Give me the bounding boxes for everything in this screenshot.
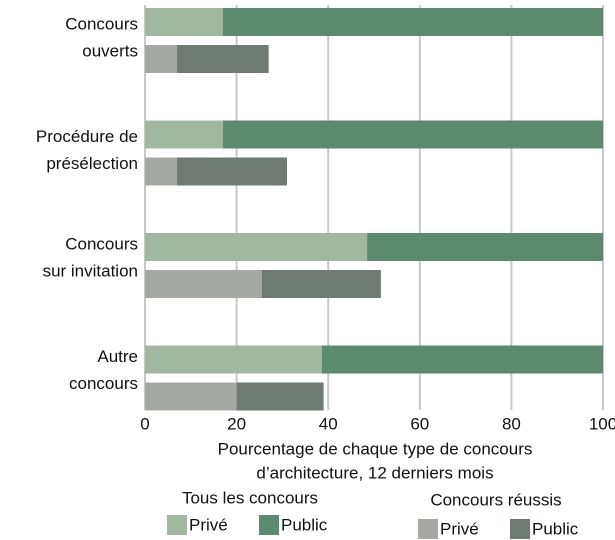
category-label: ouverts xyxy=(82,41,138,60)
x-tick-label: 80 xyxy=(502,414,521,433)
category-label: présélection xyxy=(46,154,138,173)
legend-label: Public xyxy=(532,519,579,538)
x-tick-label: 20 xyxy=(227,414,246,433)
bar xyxy=(145,233,368,261)
legend-swatch xyxy=(167,515,187,535)
bar xyxy=(145,345,322,374)
category-label: Procédure de xyxy=(36,127,138,146)
legend-title: Concours réussis xyxy=(430,490,561,509)
legend-title: Tous les concours xyxy=(182,488,318,507)
legend-swatch xyxy=(259,515,279,535)
bar xyxy=(177,157,287,186)
legend-swatch xyxy=(418,519,438,539)
legend-label: Public xyxy=(281,515,328,534)
category-label: sur invitation xyxy=(43,261,138,280)
bar xyxy=(145,157,178,186)
legend-label: Privé xyxy=(440,519,479,538)
bar xyxy=(145,382,237,411)
x-axis-title: Pourcentage de chaque type de concours xyxy=(218,439,533,458)
bar xyxy=(145,8,223,36)
x-tick-label: 40 xyxy=(319,414,338,433)
legend-swatch xyxy=(510,519,530,539)
bar xyxy=(145,120,223,149)
bar xyxy=(145,270,262,298)
x-axis-title: d’architecture, 12 derniers mois xyxy=(256,463,493,482)
legend-label: Privé xyxy=(189,515,228,534)
category-label: concours xyxy=(69,374,138,393)
bar xyxy=(261,270,381,298)
category-label: Concours xyxy=(65,234,138,253)
bar xyxy=(222,120,604,149)
bar xyxy=(367,233,603,261)
category-label: Concours xyxy=(65,14,138,33)
bar xyxy=(222,8,604,36)
x-tick-label: 60 xyxy=(410,414,429,433)
bar xyxy=(177,45,269,73)
bar xyxy=(236,382,324,411)
bar xyxy=(321,345,603,374)
bar xyxy=(145,45,178,73)
category-label: Autre xyxy=(97,347,138,366)
x-tick-label: 0 xyxy=(140,414,149,433)
x-tick-label: 100 xyxy=(589,414,615,433)
